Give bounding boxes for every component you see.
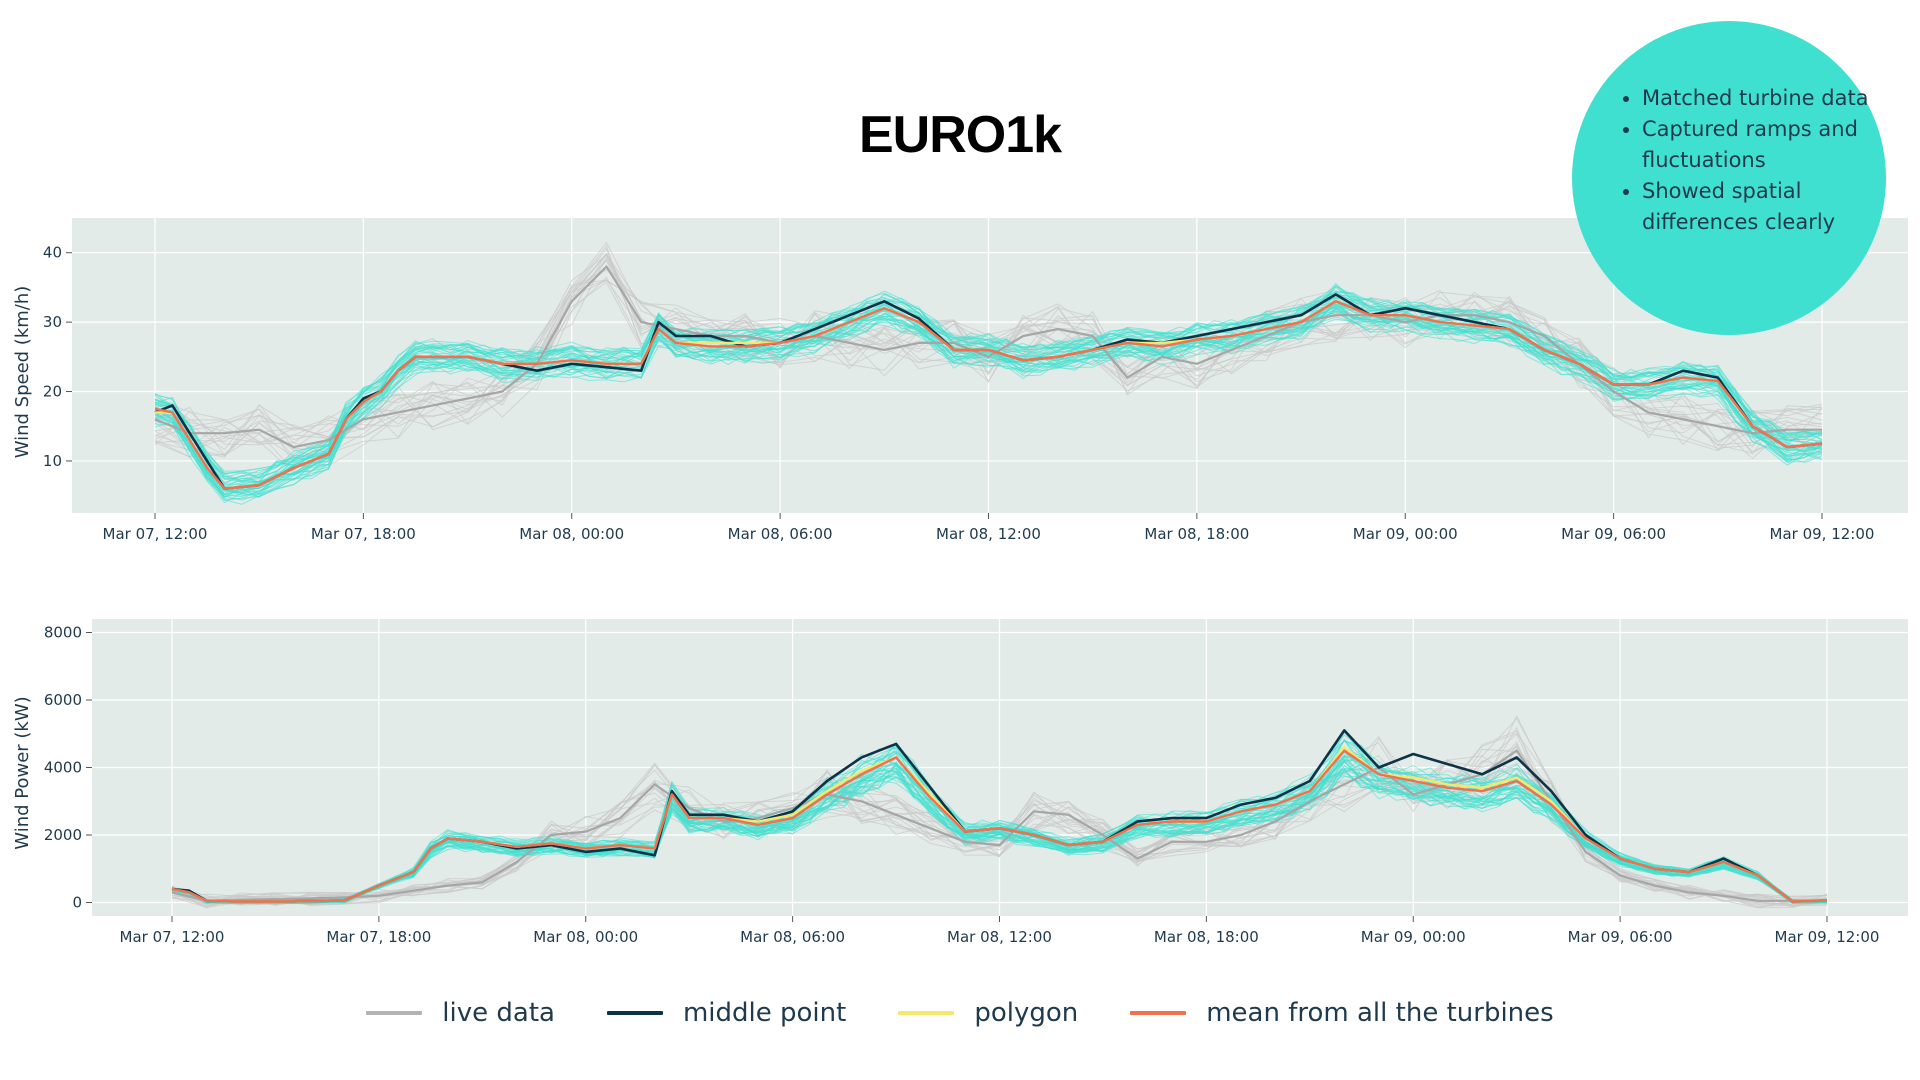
x-tick-label: Mar 08, 06:00 (740, 928, 845, 946)
y-tick-label: 6000 (44, 691, 82, 709)
x-tick-label: Mar 09, 12:00 (1775, 928, 1880, 946)
summary-bullet: Matched turbine data (1642, 83, 1892, 114)
x-tick-label: Mar 08, 06:00 (728, 525, 833, 543)
page-title: EURO1k (858, 106, 1062, 164)
turbine-line (171, 757, 1828, 904)
turbine-line (171, 760, 1828, 905)
summary-list: Matched turbine data Captured ramps and … (1612, 83, 1892, 238)
x-tick-label: Mar 09, 06:00 (1568, 928, 1673, 946)
mean-line (171, 749, 1828, 903)
x-tick-label: Mar 07, 12:00 (103, 525, 208, 543)
x-tick-label: Mar 08, 12:00 (936, 525, 1041, 543)
legend-item-live-data: live data (366, 998, 555, 1028)
x-tick-label: Mar 09, 12:00 (1770, 525, 1875, 543)
summary-callout: Matched turbine data Captured ramps and … (1572, 21, 1886, 335)
x-tick-label: Mar 07, 18:00 (326, 928, 431, 946)
chart-panel-2: Mar 07, 12:00 Mar 07, 18:00 Mar 08, 00:00 M… (12, 619, 1908, 946)
plot-area (154, 241, 1823, 505)
y-tick-label: 40 (43, 244, 62, 262)
turbine-line (154, 307, 1823, 495)
turbine-line (154, 307, 1823, 501)
turbine-line (154, 290, 1823, 483)
plot-area (171, 714, 1828, 909)
turbine-line (154, 300, 1823, 490)
x-tick-label: Mar 09, 00:00 (1361, 928, 1466, 946)
legend-swatch-mean (1130, 1011, 1187, 1015)
live-station-line (154, 258, 1823, 459)
chart-legend: live data middle point polygon mean from… (0, 998, 1920, 1028)
x-tick-label: Mar 09, 06:00 (1561, 525, 1666, 543)
x-tick-label: Mar 08, 18:00 (1154, 928, 1259, 946)
legend-label: live data (442, 998, 555, 1028)
x-tick-label: Mar 08, 00:00 (533, 928, 638, 946)
y-tick-label: 10 (43, 452, 62, 470)
turbine-line (154, 305, 1823, 489)
legend-label: mean from all the turbines (1206, 998, 1554, 1028)
live-station-line (154, 252, 1823, 465)
legend-item-polygon: polygon (898, 998, 1078, 1028)
live-data-line (154, 265, 1822, 449)
y-tick-label: 20 (43, 383, 62, 401)
y-tick-label: 0 (72, 894, 82, 912)
y-axis-label: Wind Power (kW) (12, 696, 33, 849)
summary-bullet: Captured ramps and fluctuations (1642, 114, 1892, 176)
summary-bullet: Showed spatial differences clearly (1642, 176, 1892, 238)
x-tick-label: Mar 07, 12:00 (120, 928, 225, 946)
turbine-line (154, 306, 1823, 494)
legend-swatch-live-data (366, 1011, 423, 1015)
turbine-line (154, 312, 1823, 498)
y-tick-label: 2000 (44, 826, 82, 844)
x-tick-label: Mar 08, 18:00 (1144, 525, 1249, 543)
live-station-line (154, 276, 1823, 472)
legend-label: middle point (682, 998, 847, 1028)
legend-swatch-middle-point (606, 1011, 663, 1015)
mean-line (154, 300, 1823, 490)
x-tick-label: Mar 09, 00:00 (1353, 525, 1458, 543)
y-tick-label: 8000 (44, 624, 82, 642)
legend-item-middle-point: middle point (606, 998, 847, 1028)
legend-swatch-polygon (898, 1011, 955, 1015)
x-tick-label: Mar 07, 18:00 (311, 525, 416, 543)
turbine-line (154, 286, 1823, 484)
x-tick-label: Mar 08, 12:00 (947, 928, 1052, 946)
legend-item-mean: mean from all the turbines (1130, 998, 1554, 1028)
x-tick-label: Mar 08, 00:00 (519, 525, 624, 543)
live-station-line (154, 247, 1823, 460)
y-axis-label: Wind Speed (km/h) (12, 286, 33, 459)
live-station-line (171, 767, 1828, 907)
turbine-line (154, 307, 1823, 498)
legend-label: polygon (974, 998, 1079, 1028)
y-tick-label: 30 (43, 313, 62, 331)
y-tick-label: 4000 (44, 759, 82, 777)
